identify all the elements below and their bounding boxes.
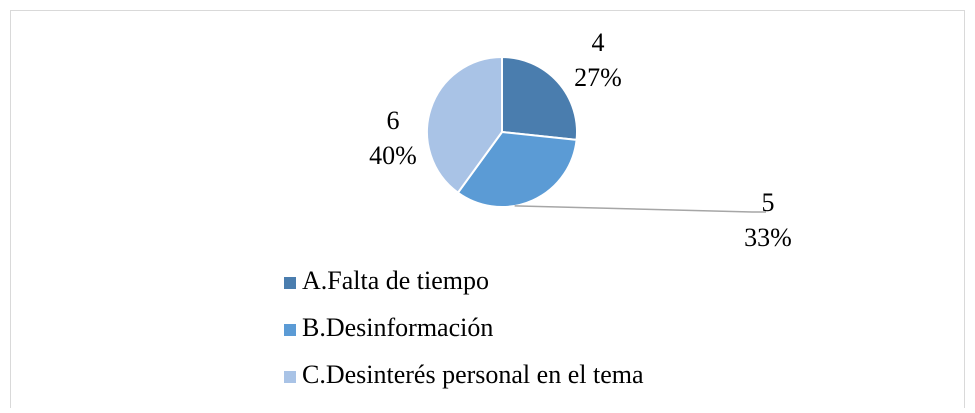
data-label-value: 6 bbox=[387, 106, 400, 135]
data-label-value: 4 bbox=[592, 28, 605, 57]
pie-slice bbox=[426, 55, 503, 195]
legend-label: C.Desinterés personal en el tema bbox=[302, 360, 644, 389]
legend-label: A.Falta de tiempo bbox=[302, 266, 489, 295]
legend-swatch bbox=[284, 371, 296, 383]
legend-label: B.Desinformación bbox=[302, 313, 493, 342]
pie-slice bbox=[456, 130, 578, 208]
data-label-percent: 27% bbox=[574, 63, 622, 92]
leader-line bbox=[514, 205, 766, 213]
data-label-percent: 33% bbox=[744, 223, 792, 252]
legend-swatch bbox=[284, 324, 296, 336]
data-label-percent: 40% bbox=[369, 141, 417, 170]
pie-slice bbox=[501, 55, 578, 141]
data-label-value: 5 bbox=[762, 188, 775, 217]
legend-swatch bbox=[284, 277, 296, 289]
